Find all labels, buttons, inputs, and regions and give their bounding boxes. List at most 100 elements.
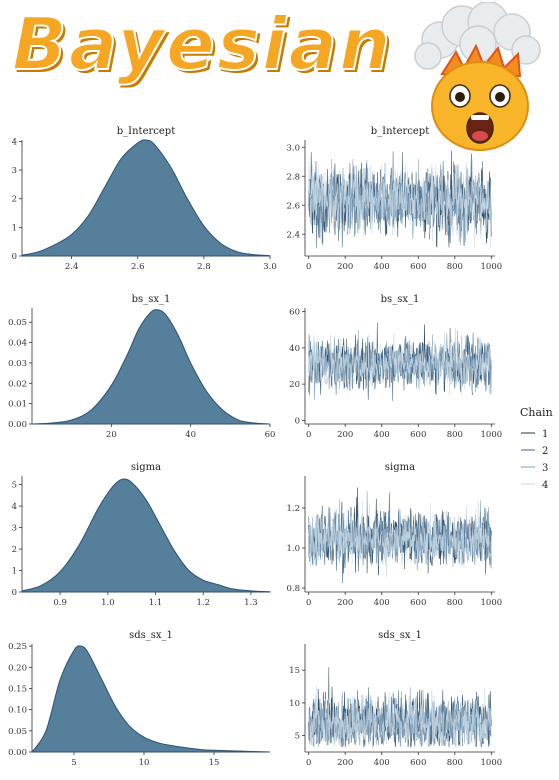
legend-entry: 2 bbox=[521, 446, 548, 457]
panel-title: b_Intercept bbox=[371, 126, 429, 137]
x-tick-label: 60 bbox=[265, 430, 276, 440]
x-tick-label: 800 bbox=[447, 758, 463, 768]
x-tick-label: 600 bbox=[410, 598, 426, 608]
y-tick-label: 40 bbox=[289, 344, 300, 354]
x-tick-label: 800 bbox=[447, 430, 463, 440]
x-tick-label: 3.0 bbox=[263, 262, 277, 272]
y-tick-label: 2 bbox=[12, 545, 17, 555]
x-tick-label: 2.8 bbox=[197, 262, 211, 272]
x-tick-label: 0.9 bbox=[53, 598, 67, 608]
x-tick-label: 200 bbox=[337, 758, 353, 768]
x-tick-label: 0 bbox=[306, 758, 311, 768]
trace-line-chain-4 bbox=[308, 686, 492, 748]
x-tick-label: 600 bbox=[410, 430, 426, 440]
trace-line-chain-4 bbox=[308, 158, 492, 248]
y-tick-label: 3 bbox=[12, 166, 17, 176]
y-tick-label: 3 bbox=[12, 524, 17, 534]
panel-density-b_Intercept: b_Intercept 2.4 2.6 2.8 3.0 0 1 2 3 4 bbox=[12, 126, 277, 272]
x-tick-label: 0 bbox=[306, 598, 311, 608]
x-tick-label: 600 bbox=[410, 262, 426, 272]
panel-title: bs_sx_1 bbox=[132, 294, 171, 305]
y-tick-label: 3.0 bbox=[286, 143, 300, 153]
y-tick-label: 2.8 bbox=[286, 172, 300, 182]
density-area bbox=[31, 309, 271, 425]
trace-line-chain-3 bbox=[308, 687, 492, 748]
y-tick-label: 1 bbox=[12, 223, 17, 233]
y-tick-label: 20 bbox=[289, 380, 300, 390]
x-tick-label: 200 bbox=[337, 430, 353, 440]
chain-legend: Chain 1 2 3 4 bbox=[520, 406, 553, 491]
x-tick-label: 400 bbox=[374, 758, 390, 768]
panel-title: bs_sx_1 bbox=[381, 294, 420, 305]
legend-title: Chain bbox=[520, 406, 553, 419]
x-tick-label: 0 bbox=[306, 262, 311, 272]
panel-title: sds_sx_1 bbox=[378, 630, 422, 641]
x-tick-label: 400 bbox=[374, 262, 390, 272]
y-tick-label: 1.2 bbox=[286, 504, 300, 514]
y-tick-label: 10 bbox=[289, 699, 300, 709]
panel-title: b_Intercept bbox=[117, 126, 175, 137]
y-tick-label: 0.00 bbox=[8, 420, 27, 430]
y-tick-label: 60 bbox=[289, 308, 300, 318]
y-tick-label: 1.0 bbox=[286, 544, 300, 554]
x-tick-label: 1000 bbox=[481, 430, 503, 440]
y-tick-label: 0.8 bbox=[286, 584, 300, 594]
density-area bbox=[21, 478, 271, 593]
face-icon bbox=[431, 61, 529, 151]
x-tick-label: 1.2 bbox=[196, 598, 210, 608]
y-tick-label: 0 bbox=[12, 588, 17, 598]
panel-title: sigma bbox=[131, 462, 161, 473]
legend-label-chain-1: 1 bbox=[542, 429, 548, 440]
y-tick-label: 0.10 bbox=[8, 706, 27, 716]
y-tick-label: 4 bbox=[12, 502, 17, 512]
x-tick-label: 200 bbox=[337, 598, 353, 608]
y-tick-label: 0.03 bbox=[8, 359, 27, 369]
x-tick-label: 400 bbox=[374, 598, 390, 608]
y-tick-label: 5 bbox=[295, 732, 300, 742]
legend-entry: 4 bbox=[521, 480, 548, 491]
trace-line-chain-4 bbox=[308, 500, 492, 578]
y-tick-label: 15 bbox=[289, 666, 300, 676]
y-tick-label: 0.25 bbox=[8, 642, 27, 652]
panel-title: sds_sx_1 bbox=[129, 630, 173, 641]
smoke-cloud-icon bbox=[414, 1, 541, 70]
density-area bbox=[21, 139, 271, 257]
panel-density-sigma: sigma 0.9 1.0 1.1 1.2 1.3 0 1 2 3 4 5 bbox=[12, 462, 271, 608]
legend-entry: 1 bbox=[521, 429, 548, 440]
trace-line-chain-4 bbox=[308, 327, 492, 396]
x-tick-label: 0 bbox=[306, 430, 311, 440]
x-tick-label: 40 bbox=[185, 430, 196, 440]
y-tick-label: 0 bbox=[295, 416, 300, 426]
y-tick-label: 2.6 bbox=[286, 201, 300, 211]
banner-title: Bayesian bbox=[11, 2, 393, 86]
legend-entry: 3 bbox=[521, 463, 548, 474]
x-tick-label: 800 bbox=[447, 262, 463, 272]
x-tick-label: 800 bbox=[447, 598, 463, 608]
plot-panels: b_Intercept 2.4 2.6 2.8 3.0 0 1 2 3 4 b_Intercept 0… bbox=[8, 126, 502, 768]
x-tick-label: 20 bbox=[106, 430, 117, 440]
x-tick-label: 2.4 bbox=[65, 262, 79, 272]
y-tick-label: 4 bbox=[12, 137, 17, 147]
x-tick-label: 1.1 bbox=[149, 598, 163, 608]
x-tick-label: 1.3 bbox=[244, 598, 258, 608]
panel-trace-sds_sx_1: sds_sx_1 0 200 400 600 800 1000 5 10 15 bbox=[289, 630, 502, 768]
y-tick-label: 2.4 bbox=[286, 230, 300, 240]
y-tick-label: 0.00 bbox=[8, 748, 27, 758]
density-area bbox=[31, 645, 271, 753]
y-tick-label: 0 bbox=[12, 252, 17, 262]
x-tick-label: 1000 bbox=[481, 598, 503, 608]
y-tick-label: 0.05 bbox=[8, 318, 27, 328]
y-tick-label: 0.15 bbox=[8, 684, 27, 694]
exploding-head-icon bbox=[400, 1, 558, 154]
x-tick-label: 1.0 bbox=[101, 598, 115, 608]
x-tick-label: 1000 bbox=[481, 262, 503, 272]
x-tick-label: 15 bbox=[209, 758, 220, 768]
legend-label-chain-2: 2 bbox=[542, 446, 548, 457]
y-tick-label: 5 bbox=[12, 481, 17, 491]
panel-density-bs_sx_1: bs_sx_1 20 40 60 0.00 0.01 0.02 0.03 0.04 0.05 bbox=[8, 294, 275, 440]
y-tick-label: 0.20 bbox=[8, 663, 27, 673]
legend-label-chain-4: 4 bbox=[542, 480, 548, 491]
x-tick-label: 600 bbox=[410, 758, 426, 768]
y-tick-label: 2 bbox=[12, 195, 17, 205]
